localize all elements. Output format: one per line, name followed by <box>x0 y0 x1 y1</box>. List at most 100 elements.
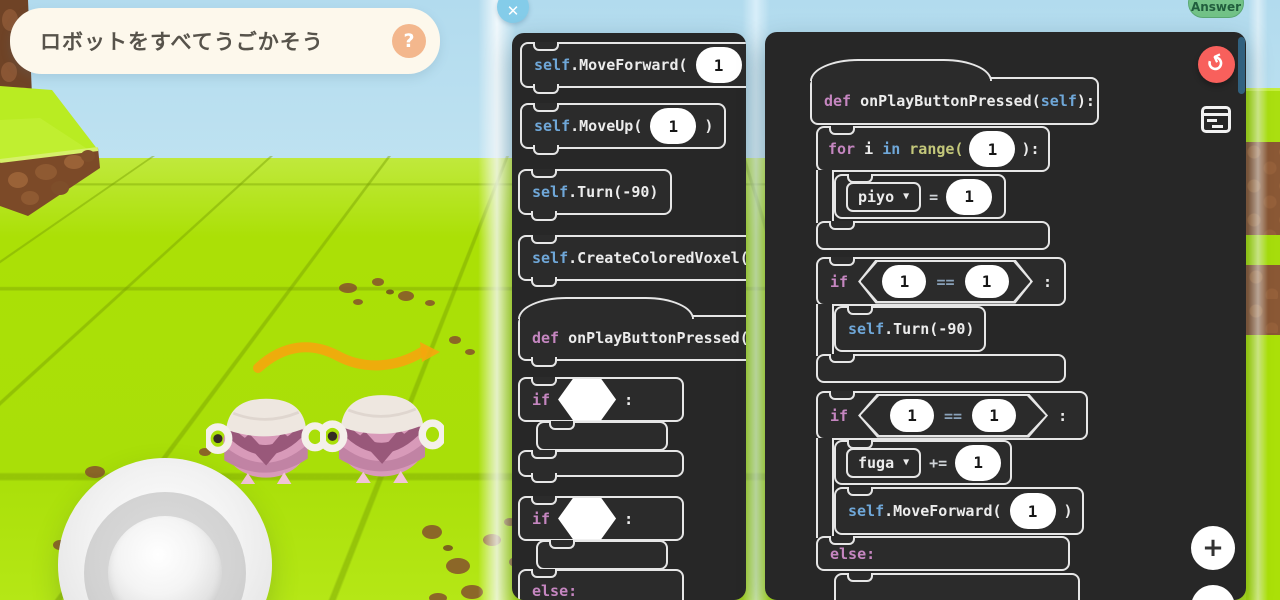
reset-icon: ↺ <box>1202 49 1231 80</box>
code-view-icon <box>1207 119 1217 122</box>
code-keyword: if <box>532 390 551 409</box>
chevron-down-icon: ▼ <box>903 191 910 202</box>
reset-button[interactable]: ↺ <box>1198 46 1235 83</box>
block-notch <box>847 174 873 183</box>
block-notch <box>829 221 855 230</box>
code-text: ) <box>1063 502 1073 520</box>
condition-placeholder[interactable] <box>558 497 617 540</box>
block-tab <box>531 277 557 287</box>
code-keyword: else: <box>532 582 578 600</box>
variable-dropdown[interactable]: fuga ▼ <box>846 447 922 478</box>
block-notch <box>829 536 855 545</box>
block-notch <box>533 42 559 51</box>
condition-hexagon[interactable]: 1 == 1 <box>858 259 1033 304</box>
code-text: : <box>624 509 634 528</box>
code-text: ): <box>1021 140 1040 158</box>
code-view-icon <box>1204 113 1228 116</box>
for-bottom-arm <box>816 221 1050 250</box>
block-notch <box>847 573 873 582</box>
help-button[interactable]: ? <box>392 24 426 58</box>
chevron-down-icon: ▼ <box>903 457 910 468</box>
code-workspace-panel: def onPlayButtonPressed(self): for i in … <box>765 32 1246 600</box>
block-if-header[interactable]: if : <box>518 377 684 422</box>
zoom-in-button[interactable]: + <box>1191 526 1235 570</box>
code-keyword: if <box>532 509 551 528</box>
if-body-slot[interactable] <box>536 540 668 570</box>
plus-icon: + <box>1202 533 1224 563</box>
block-notch <box>531 169 557 178</box>
value-oval[interactable]: 1 <box>969 131 1016 167</box>
condition-placeholder[interactable] <box>558 378 617 421</box>
block-turn[interactable]: self .Turn(-90) <box>518 169 672 221</box>
block-move-forward[interactable]: self .MoveForward( 1 ) <box>834 487 1084 535</box>
close-button[interactable]: ✕ <box>497 0 529 23</box>
value-oval[interactable]: 1 <box>695 47 742 83</box>
block-notch <box>531 235 557 244</box>
joystick[interactable] <box>58 458 272 600</box>
block-notch <box>847 440 873 449</box>
code-keyword: else: <box>830 544 876 563</box>
block-move-forward[interactable]: self .MoveForward( 1 <box>520 42 746 94</box>
code-text: ) <box>704 117 714 135</box>
value-oval[interactable]: 1 <box>972 399 1017 432</box>
block-assign-piyo[interactable]: piyo ▼ = 1 <box>834 174 1006 219</box>
value-oval[interactable]: 1 <box>882 265 927 298</box>
else-body-slot[interactable] <box>834 573 1080 600</box>
if-spine <box>816 438 834 538</box>
variable-name: piyo <box>858 187 895 206</box>
operator: == <box>944 406 963 425</box>
joystick-knob[interactable] <box>108 516 222 600</box>
code-text: : <box>1058 406 1068 425</box>
if-body-slot[interactable] <box>536 421 668 451</box>
condition-hexagon[interactable]: 1 == 1 <box>858 393 1049 438</box>
variable-name: fuga <box>858 453 895 472</box>
block-notch <box>829 257 855 266</box>
block-notch <box>531 496 557 505</box>
code-text: self .Turn(-90) <box>532 183 659 201</box>
block-if-2[interactable]: if 1 == 1 : <box>816 391 1088 440</box>
variable-dropdown[interactable]: piyo ▼ <box>846 181 922 212</box>
value-oval[interactable]: 1 <box>964 265 1009 298</box>
block-tab <box>533 84 559 94</box>
block-tab <box>531 357 557 367</box>
operator: += <box>929 453 948 472</box>
block-else-row[interactable]: else: <box>518 569 684 600</box>
hat-top <box>810 59 992 84</box>
code-text: self .MoveForward( <box>534 56 688 74</box>
block-if-1[interactable]: if 1 == 1 : <box>816 257 1066 306</box>
block-turn[interactable]: self .Turn(-90) <box>834 306 986 352</box>
workspace-scrollbar[interactable] <box>1238 37 1245 94</box>
block-move-up[interactable]: self .MoveUp( 1 ) <box>520 103 726 155</box>
block-def-handler[interactable]: def onPlayButtonPressed(self): <box>810 59 1099 125</box>
block-notch <box>531 450 557 459</box>
mission-text: ロボットをすべてうごかそう <box>40 30 324 54</box>
if-bottom-arm <box>816 354 1066 383</box>
block-toolbox-panel: self .MoveForward( 1 self .MoveUp( 1 ) sel… <box>512 33 746 600</box>
block-def-handler[interactable]: def onPlayButtonPressed( <box>518 297 746 367</box>
code-text: def onPlayButtonPressed(self): <box>824 92 1095 110</box>
block-create-colored-voxel[interactable]: self .CreateColoredVoxel( <box>518 235 746 287</box>
value-oval[interactable]: 1 <box>890 399 935 432</box>
block-for-loop[interactable]: for i in range( 1 ): <box>816 126 1050 172</box>
code-text: self .MoveForward( <box>848 502 1002 520</box>
block-notch <box>531 377 557 386</box>
block-else-row[interactable]: else: <box>816 536 1070 571</box>
value-oval[interactable]: 1 <box>650 108 697 144</box>
block-notch <box>531 569 557 578</box>
block-notch <box>847 487 873 496</box>
code-text: for i in range( <box>828 140 964 158</box>
close-icon: ✕ <box>506 2 520 20</box>
zoom-out-button[interactable] <box>1191 585 1235 600</box>
block-if-else-header[interactable]: if : <box>518 496 684 541</box>
block-increment-fuga[interactable]: fuga ▼ += 1 <box>834 440 1012 485</box>
value-oval[interactable]: 1 <box>1009 493 1056 529</box>
operator: == <box>936 272 955 291</box>
code-text: : <box>1042 272 1052 291</box>
value-oval[interactable]: 1 <box>946 178 993 215</box>
value-oval[interactable]: 1 <box>955 444 1002 481</box>
code-view-toggle-button[interactable] <box>1201 106 1231 133</box>
for-loop-spine <box>816 170 834 223</box>
answer-button[interactable]: Answer <box>1188 0 1244 18</box>
block-notch <box>847 306 873 315</box>
block-notch <box>829 126 855 135</box>
